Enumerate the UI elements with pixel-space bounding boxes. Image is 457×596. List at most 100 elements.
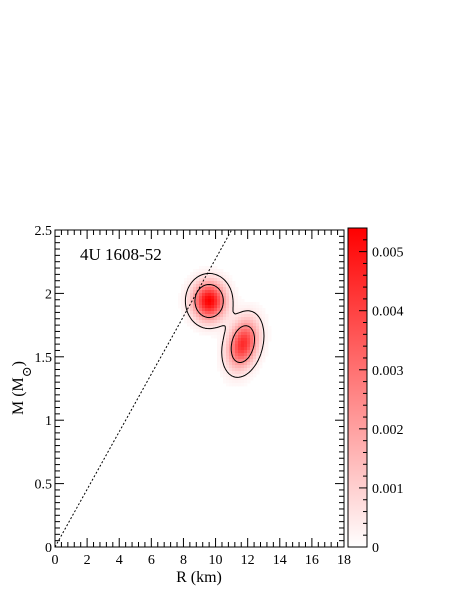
heatmap-cell: [193, 311, 197, 315]
heatmap-cell: [244, 320, 248, 324]
heatmap-cell: [220, 338, 224, 342]
heatmap-cell: [235, 308, 239, 312]
heatmap-cell: [229, 314, 233, 318]
density-heatmap: [178, 266, 272, 387]
heatmap-cell: [244, 338, 248, 342]
heatmap-cell: [202, 329, 206, 333]
heatmap-cell: [208, 311, 212, 315]
heatmap-cell: [241, 338, 245, 342]
heatmap-cell: [208, 275, 212, 279]
heatmap-cell: [202, 266, 206, 270]
heatmap-cell: [253, 332, 257, 336]
heatmap-cell: [214, 278, 218, 282]
heatmap-cell: [247, 320, 251, 324]
heatmap-cell: [205, 269, 209, 273]
heatmap-cell: [205, 266, 209, 270]
contour-outer: [184, 272, 265, 378]
heatmap-cell: [241, 317, 245, 321]
colorbar-tick-label: 0: [372, 541, 379, 556]
heatmap-cell: [196, 305, 200, 309]
heatmap-cell: [232, 356, 236, 360]
heatmap-cell: [223, 350, 227, 354]
heatmap-cell: [250, 338, 254, 342]
heatmap-cell: [217, 341, 221, 345]
heatmap-cell: [199, 296, 203, 300]
heatmap-cell: [217, 308, 221, 312]
heatmap-cell: [205, 311, 209, 315]
heatmap-cell: [229, 308, 233, 312]
heatmap-cell: [199, 284, 203, 288]
heatmap-cell: [181, 284, 185, 288]
heatmap-cell: [235, 350, 239, 354]
heatmap-cell: [235, 374, 239, 378]
heatmap-cell: [235, 311, 239, 315]
heatmap-cell: [211, 323, 215, 327]
heatmap-cell: [232, 317, 236, 321]
heatmap-cell: [265, 344, 269, 348]
heatmap-cell: [199, 323, 203, 327]
heatmap-cell: [220, 293, 224, 297]
heatmap-cell: [259, 362, 263, 366]
heatmap-cell: [196, 329, 200, 333]
heatmap-cell: [229, 332, 233, 336]
heatmap-cell: [220, 332, 224, 336]
heatmap-cell: [232, 326, 236, 330]
heatmap-cell: [223, 344, 227, 348]
heatmap-cell: [226, 272, 230, 276]
heatmap-cell: [235, 353, 239, 357]
heatmap-cell: [238, 365, 242, 369]
heatmap-cell: [244, 326, 248, 330]
heatmap-cell: [196, 299, 200, 303]
heatmap-cell: [229, 368, 233, 372]
heatmap-cell: [262, 353, 266, 357]
heatmap-cell: [196, 296, 200, 300]
heatmap-cell: [214, 266, 218, 270]
heatmap-cell: [238, 296, 242, 300]
heatmap-cell: [178, 305, 182, 309]
heatmap-cell: [247, 353, 251, 357]
heatmap-cell: [226, 311, 230, 315]
heatmap-cell: [265, 350, 269, 354]
heatmap-cell: [196, 314, 200, 318]
heatmap-cell: [184, 287, 188, 291]
heatmap-cell: [226, 275, 230, 279]
heatmap-cell: [238, 302, 242, 306]
x-tick-label: 2: [84, 553, 91, 568]
heatmap-cell: [199, 281, 203, 285]
x-tick-label: 4: [116, 553, 123, 568]
heatmap-cell: [232, 302, 236, 306]
heatmap-cell: [187, 320, 191, 324]
heatmap-cell: [262, 320, 266, 324]
heatmap-cell: [214, 302, 218, 306]
heatmap-cell: [232, 347, 236, 351]
heatmap-cell: [199, 320, 203, 324]
heatmap-cell: [238, 350, 242, 354]
heatmap-cell: [232, 284, 236, 288]
heatmap-cell: [232, 380, 236, 384]
heatmap-cell: [187, 290, 191, 294]
heatmap-cell: [268, 329, 272, 333]
heatmap-cell: [241, 359, 245, 363]
heatmap-cell: [208, 332, 212, 336]
heatmap-cell: [226, 365, 230, 369]
heatmap-cell: [190, 305, 194, 309]
y-tick-label: 0: [45, 541, 52, 556]
heatmap-cell: [211, 317, 215, 321]
heatmap-cell: [181, 299, 185, 303]
heatmap-cell: [220, 296, 224, 300]
heatmap-cell: [241, 377, 245, 381]
heatmap-cell: [220, 374, 224, 378]
heatmap-cell: [244, 353, 248, 357]
colorbar-ticks: 0 0.001 0.002 0.003 0.004 0.005: [359, 227, 404, 556]
heatmap-cell: [220, 317, 224, 321]
heatmap-cell: [259, 338, 263, 342]
heatmap-cell: [220, 365, 224, 369]
heatmap-cell: [256, 347, 260, 351]
heatmap-cell: [229, 293, 233, 297]
heatmap-cell: [238, 377, 242, 381]
heatmap-cell: [223, 317, 227, 321]
heatmap-cell: [241, 311, 245, 315]
heatmap-cell: [262, 308, 266, 312]
heatmap-cell: [238, 323, 242, 327]
heatmap-cell: [223, 296, 227, 300]
